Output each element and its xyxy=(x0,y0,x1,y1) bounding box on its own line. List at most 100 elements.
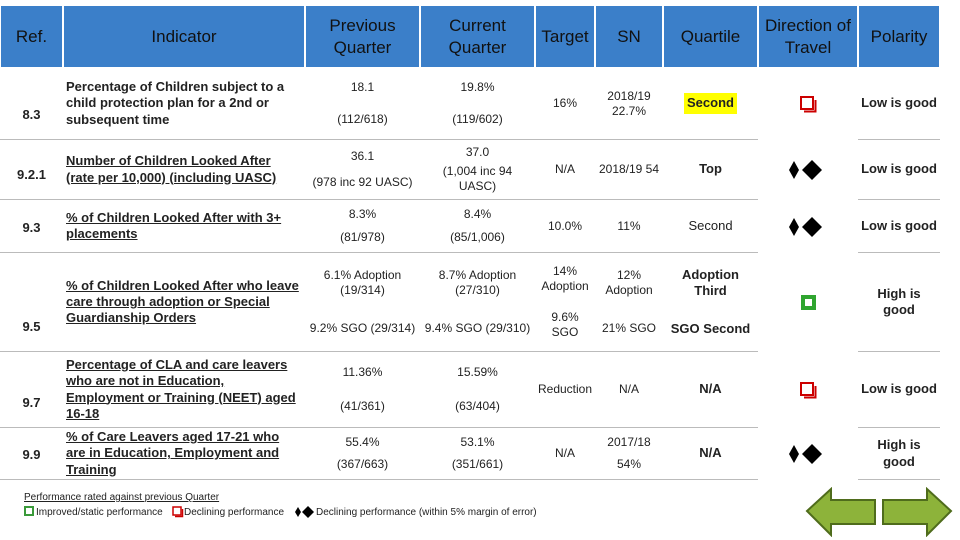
polarity-cell: Low is good xyxy=(858,352,940,428)
previous-text: 18.1 xyxy=(350,79,375,94)
ref-cell: 9.7 xyxy=(0,352,63,428)
legend-item: Improved/static performance xyxy=(36,507,163,518)
ref-cell: 9.5 xyxy=(0,253,63,352)
previous-text: 36.1 xyxy=(350,148,375,163)
footer-note: Performance rated against previous Quart… xyxy=(24,492,220,503)
quartile-cell: Second xyxy=(663,200,758,253)
current-text: 8.7% Adoption (27/310) xyxy=(438,267,517,297)
current-cell: 8.7% Adoption (27/310) 9.4% SGO (29/310) xyxy=(420,253,535,352)
target-text: Reduction xyxy=(537,382,593,396)
indicator-text: Number of Children Looked After (rate pe… xyxy=(66,153,277,185)
current-text: (351/661) xyxy=(451,457,504,472)
current-text: (85/1,006) xyxy=(450,230,505,244)
indicator-cell: Percentage of CLA and care leavers who a… xyxy=(63,352,305,428)
prev-arrow[interactable] xyxy=(805,487,876,537)
previous-cell: 11.36% (41/361) xyxy=(305,352,420,428)
previous-cell: 18.1 (112/618) xyxy=(305,68,420,140)
target-cell: 14% Adoption 9.6% SGO xyxy=(535,253,595,352)
quartile-text: SGO Second xyxy=(670,320,751,336)
quartile-text: Top xyxy=(699,161,722,177)
sn-text: 2018/19 54 xyxy=(598,162,660,176)
indicator-text: % of Children Looked After with 3+ place… xyxy=(66,209,282,241)
ref-cell: 8.3 xyxy=(0,68,63,140)
legend-item: Declining performance (within 5% margin … xyxy=(316,507,537,518)
header-text: Previous Quarter xyxy=(329,16,396,57)
current-text: 15.59% xyxy=(457,364,498,379)
quartile-text: Second xyxy=(688,217,733,233)
current-cell: 19.8% (119/602) xyxy=(420,68,535,140)
polarity-text: Low is good xyxy=(861,95,937,111)
target-text: 9.6% SGO xyxy=(551,310,579,339)
previous-cell: 6.1% Adoption (19/314) 9.2% SGO (29/314) xyxy=(305,253,420,352)
header-cell: Direction of Travel xyxy=(758,5,858,68)
indicator-cell: Percentage of Children subject to a chil… xyxy=(63,68,305,140)
current-text: 8.4% xyxy=(463,207,492,221)
quartile-cell: Adoption Third SGO Second xyxy=(663,253,758,352)
sn-text: N/A xyxy=(618,382,639,396)
target-cell: 10.0% xyxy=(535,200,595,253)
indicator-cell: % of Children Looked After with 3+ place… xyxy=(63,200,305,253)
polarity-text: High is good xyxy=(877,285,921,317)
quartile-text: Second xyxy=(684,93,737,114)
ref-cell: 9.3 xyxy=(0,200,63,253)
sn-text: 2018/19 22.7% xyxy=(607,88,651,118)
sn-text: 21% SGO xyxy=(601,321,657,336)
current-text: 37.0 xyxy=(465,145,490,159)
indicator-cell: % of Children Looked After who leave car… xyxy=(63,253,305,352)
quartile-cell: Second xyxy=(663,68,758,140)
header-cell: Previous Quarter xyxy=(305,5,420,68)
header-text: Direction of Travel xyxy=(765,16,851,57)
header-cell: SN xyxy=(595,5,663,68)
previous-text: (367/663) xyxy=(336,457,389,472)
indicator-text: % of Children Looked After who leave car… xyxy=(66,277,299,326)
ref-text: 9.7 xyxy=(22,394,41,410)
legend-icon xyxy=(295,506,314,518)
polarity-cell: High is good xyxy=(858,428,940,480)
polarity-cell: Low is good xyxy=(858,140,940,200)
sn-text: 12% Adoption xyxy=(605,267,653,297)
previous-text: (112/618) xyxy=(337,112,388,127)
previous-text: 6.1% Adoption (19/314) xyxy=(323,267,402,297)
direction-icon xyxy=(800,382,817,399)
quartile-text: Adoption Third xyxy=(681,266,740,299)
target-cell: N/A xyxy=(535,140,595,200)
sn-cell: 12% Adoption 21% SGO xyxy=(595,253,663,352)
target-text: 10.0% xyxy=(547,218,583,233)
target-text: 14% Adoption xyxy=(541,264,589,293)
sn-cell: N/A xyxy=(595,352,663,428)
previous-text: (41/361) xyxy=(340,399,385,414)
target-text: N/A xyxy=(554,446,575,460)
previous-text: 8.3% xyxy=(348,207,377,221)
quartile-text: N/A xyxy=(699,381,722,397)
target-cell: Reduction xyxy=(535,352,595,428)
sn-text: 2017/18 xyxy=(607,434,651,449)
header-text: Polarity xyxy=(870,26,928,46)
previous-text: (978 inc 92 UASC) xyxy=(312,175,413,190)
polarity-text: Low is good xyxy=(861,217,937,233)
quartile-cell: N/A xyxy=(663,352,758,428)
previous-text: (81/978) xyxy=(340,230,385,244)
target-cell: 16% xyxy=(535,68,595,140)
sn-cell: 11% xyxy=(595,200,663,253)
ref-text: 9.3 xyxy=(22,219,41,235)
header-cell: Polarity xyxy=(858,5,940,68)
header-text: Current Quarter xyxy=(448,16,507,57)
current-cell: 37.0 (1,004 inc 94 UASC) xyxy=(420,140,535,200)
polarity-text: High is good xyxy=(877,437,921,469)
current-text: 9.4% SGO (29/310) xyxy=(424,321,531,336)
next-arrow[interactable] xyxy=(882,487,953,537)
ref-cell: 9.9 xyxy=(0,428,63,480)
current-text: 19.8% xyxy=(460,79,495,94)
quartile-cell: N/A xyxy=(663,428,758,480)
direction-icon xyxy=(789,216,822,237)
polarity-text: Low is good xyxy=(861,161,937,177)
sn-cell: 2018/19 22.7% xyxy=(595,68,663,140)
polarity-cell: Low is good xyxy=(858,68,940,140)
current-text: (63/404) xyxy=(455,399,500,414)
current-text: 53.1% xyxy=(460,434,495,449)
sn-text: 54% xyxy=(616,457,642,472)
nav-arrows[interactable] xyxy=(805,487,955,537)
previous-text: 55.4% xyxy=(345,434,380,449)
indicator-text: Percentage of Children subject to a chil… xyxy=(66,79,285,127)
